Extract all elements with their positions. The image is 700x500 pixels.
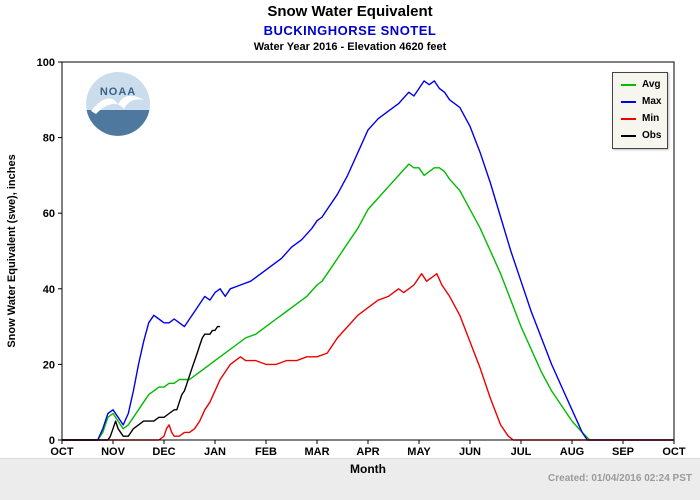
chart-title: Snow Water Equivalent [267,3,433,20]
x-tick-label: OCT [662,446,686,458]
chart-subtitle: Water Year 2016 - Elevation 4620 feet [253,41,447,53]
legend-item-obs: Obs [621,130,662,141]
legend-item-min: Min [621,114,659,124]
legend-item-avg: Avg [621,79,661,90]
x-axis-title: Month [350,462,386,476]
x-tick-label: MAY [407,446,431,458]
y-tick-label: 0 [49,435,55,447]
series-line-min [62,273,674,441]
y-tick-label: 40 [43,284,55,296]
x-tick-label: SEP [612,446,634,458]
legend-label: Avg [642,79,661,90]
y-tick-label: 60 [43,208,55,220]
y-tick-label: 80 [43,133,55,145]
noaa-logo-watermark: NOAA [86,72,150,136]
series-line-max [62,80,674,441]
plot-background [62,62,674,440]
station-name: BUCKINGHORSE SNOTEL [263,23,437,38]
plot-border [61,61,675,441]
legend-swatch-avg [621,84,636,86]
x-tick-label: MAR [304,446,329,458]
x-tick-label: AUG [560,446,584,458]
y-tick-label: 100 [37,57,55,69]
x-tick-label: JUL [511,446,532,458]
legend-item-max: Max [621,96,662,107]
x-tick-label: APR [356,446,379,458]
x-tick-label: JUN [459,446,481,458]
legend-swatch-max [621,101,636,103]
noaa-seagull-icon [91,95,144,114]
legend-swatch-min [621,118,636,120]
noaa-logo-lower-half [86,110,150,136]
series-line-avg [62,163,674,441]
footer-band [0,458,700,500]
x-tick-label: DEC [152,446,175,458]
x-tick-label: JAN [204,446,226,458]
series-line-obs [62,325,221,441]
x-tick-label: OCT [50,446,74,458]
y-tick-label: 20 [43,359,55,371]
legend-label: Obs [642,130,662,141]
created-timestamp: Created: 01/04/2016 02:24 PST [548,473,692,484]
noaa-logo-text: NOAA [100,86,136,98]
y-axis-title: Snow Water Equivalent (swe), inches [6,154,18,347]
legend-swatch-obs [621,135,636,137]
legend-label: Min [642,113,660,124]
x-tick-label: FEB [255,446,277,458]
x-tick-label: NOV [101,446,126,458]
legend-label: Max [642,96,662,107]
legend: Avg Max Min Obs [612,72,668,149]
